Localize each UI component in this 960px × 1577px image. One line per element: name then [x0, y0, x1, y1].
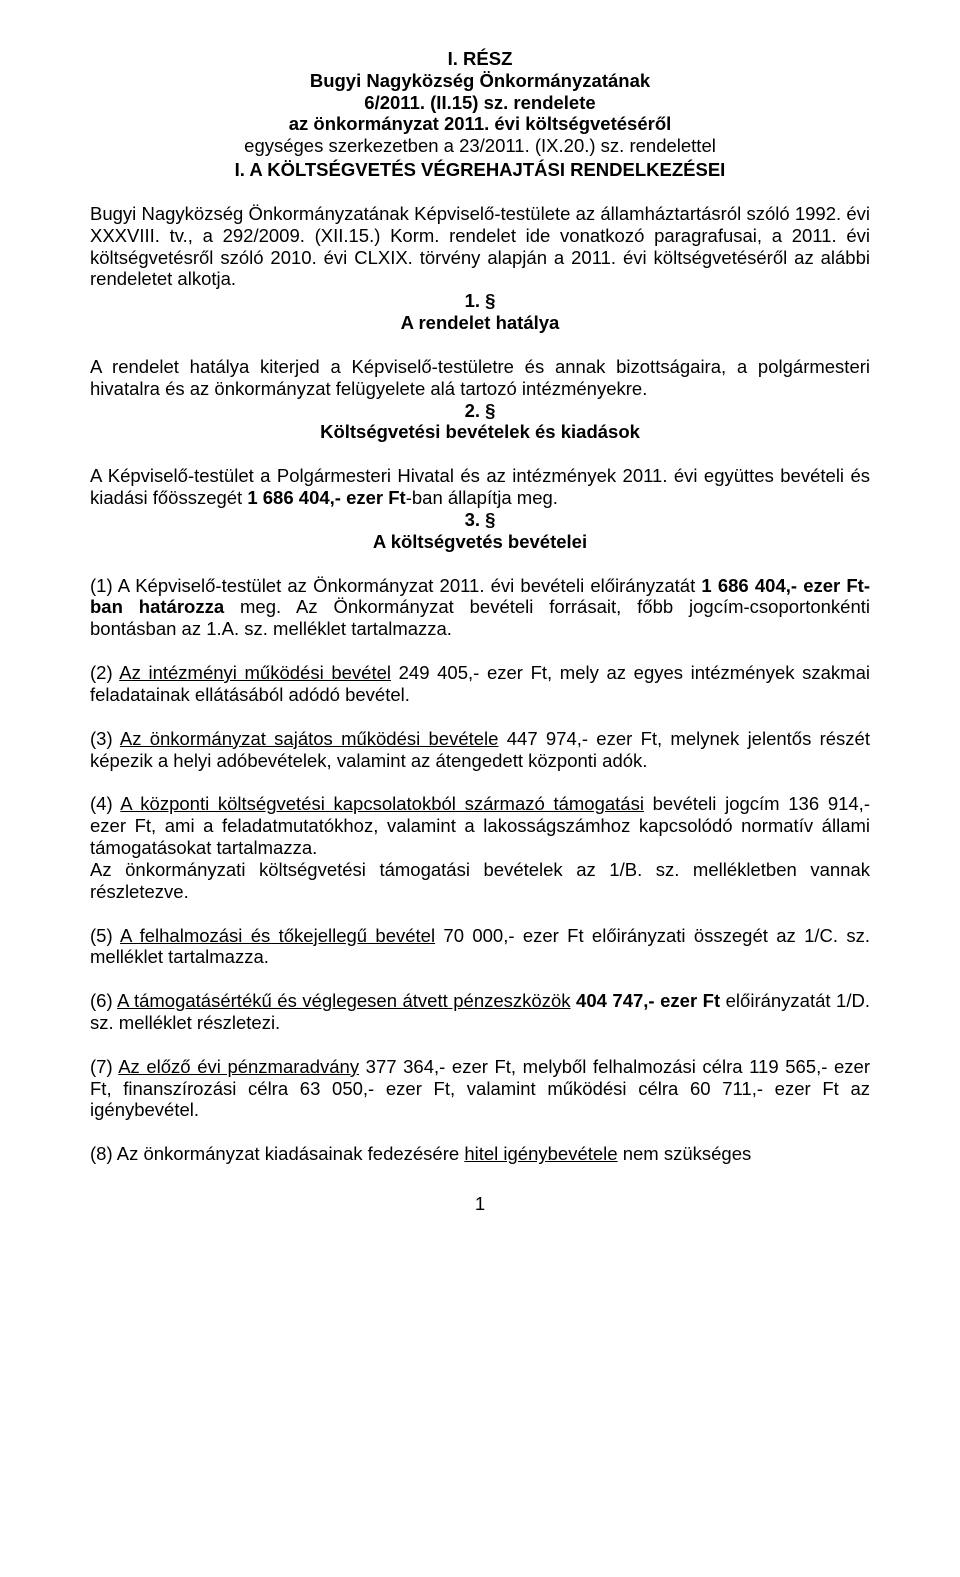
p6-a: (6): [90, 990, 117, 1011]
header-line-3: 6/2011. (II.15) sz. rendelete: [90, 92, 870, 114]
paragraph-3: (3) Az önkormányzat sajátos működési bev…: [90, 728, 870, 772]
p3-underline: Az önkormányzat sajátos működési bevétel…: [120, 728, 499, 749]
header-line-2: Bugyi Nagyközség Önkormányzatának: [90, 70, 870, 92]
p8-a: (8) Az önkormányzat kiadásainak fedezésé…: [90, 1143, 464, 1164]
p2-a: (2): [90, 662, 119, 683]
section-2-text: A Képviselő-testület a Polgármesteri Hiv…: [90, 465, 870, 509]
header-line-1: I. RÉSZ: [90, 48, 870, 70]
section-2-number: 2. §: [90, 400, 870, 422]
section-2-title: Költségvetési bevételek és kiadások: [90, 421, 870, 443]
p7-a: (7): [90, 1056, 118, 1077]
section-3-number: 3. §: [90, 509, 870, 531]
header-line-6: I. A KÖLTSÉGVETÉS VÉGREHAJTÁSI RENDELKEZ…: [90, 159, 870, 181]
p4-a: (4): [90, 793, 120, 814]
paragraph-6: (6) A támogatásértékű és véglegesen átve…: [90, 990, 870, 1034]
section-1-number: 1. §: [90, 290, 870, 312]
p4-c: Az önkormányzati költségvetési támogatás…: [90, 859, 870, 902]
paragraph-1: (1) A Képviselő-testület az Önkormányzat…: [90, 575, 870, 640]
s2-amount: 1 686 404,- ezer Ft: [247, 487, 405, 508]
p5-a: (5): [90, 925, 120, 946]
paragraph-7: (7) Az előző évi pénzmaradvány 377 364,-…: [90, 1056, 870, 1121]
p1-a: (1) A Képviselő-testület az Önkormányzat…: [90, 575, 701, 596]
section-3-title: A költségvetés bevételei: [90, 531, 870, 553]
document-header: I. RÉSZ Bugyi Nagyközség Önkormányzatána…: [90, 48, 870, 181]
p8-underline: hitel igénybevétele: [464, 1143, 617, 1164]
header-line-5: egységes szerkezetben a 23/2011. (IX.20.…: [90, 135, 870, 157]
p8-b: nem szükséges: [618, 1143, 752, 1164]
header-line-4: az önkormányzat 2011. évi költségvetésér…: [90, 113, 870, 135]
paragraph-2: (2) Az intézményi működési bevétel 249 4…: [90, 662, 870, 706]
p7-underline: Az előző évi pénzmaradvány: [118, 1056, 359, 1077]
paragraph-5: (5) A felhalmozási és tőkejellegű bevéte…: [90, 925, 870, 969]
p2-underline: Az intézményi működési bevétel: [119, 662, 391, 683]
paragraph-8: (8) Az önkormányzat kiadásainak fedezésé…: [90, 1143, 870, 1165]
p5-underline: A felhalmozási és tőkejellegű bevétel: [120, 925, 435, 946]
p4-underline: A központi költségvetési kapcsolatokból …: [120, 793, 644, 814]
p3-a: (3): [90, 728, 120, 749]
s2-text-2: -ban állapítja meg.: [406, 487, 558, 508]
paragraph-4: (4) A központi költségvetési kapcsolatok…: [90, 793, 870, 902]
p6-amount: 404 747,- ezer Ft: [571, 990, 721, 1011]
section-1-title: A rendelet hatálya: [90, 312, 870, 334]
page-number: 1: [90, 1193, 870, 1215]
section-1-text: A rendelet hatálya kiterjed a Képviselő-…: [90, 356, 870, 400]
p6-underline: A támogatásértékű és véglegesen átvett p…: [117, 990, 570, 1011]
intro-paragraph: Bugyi Nagyközség Önkormányzatának Képvis…: [90, 203, 870, 290]
document-page: I. RÉSZ Bugyi Nagyközség Önkormányzatána…: [0, 0, 960, 1245]
